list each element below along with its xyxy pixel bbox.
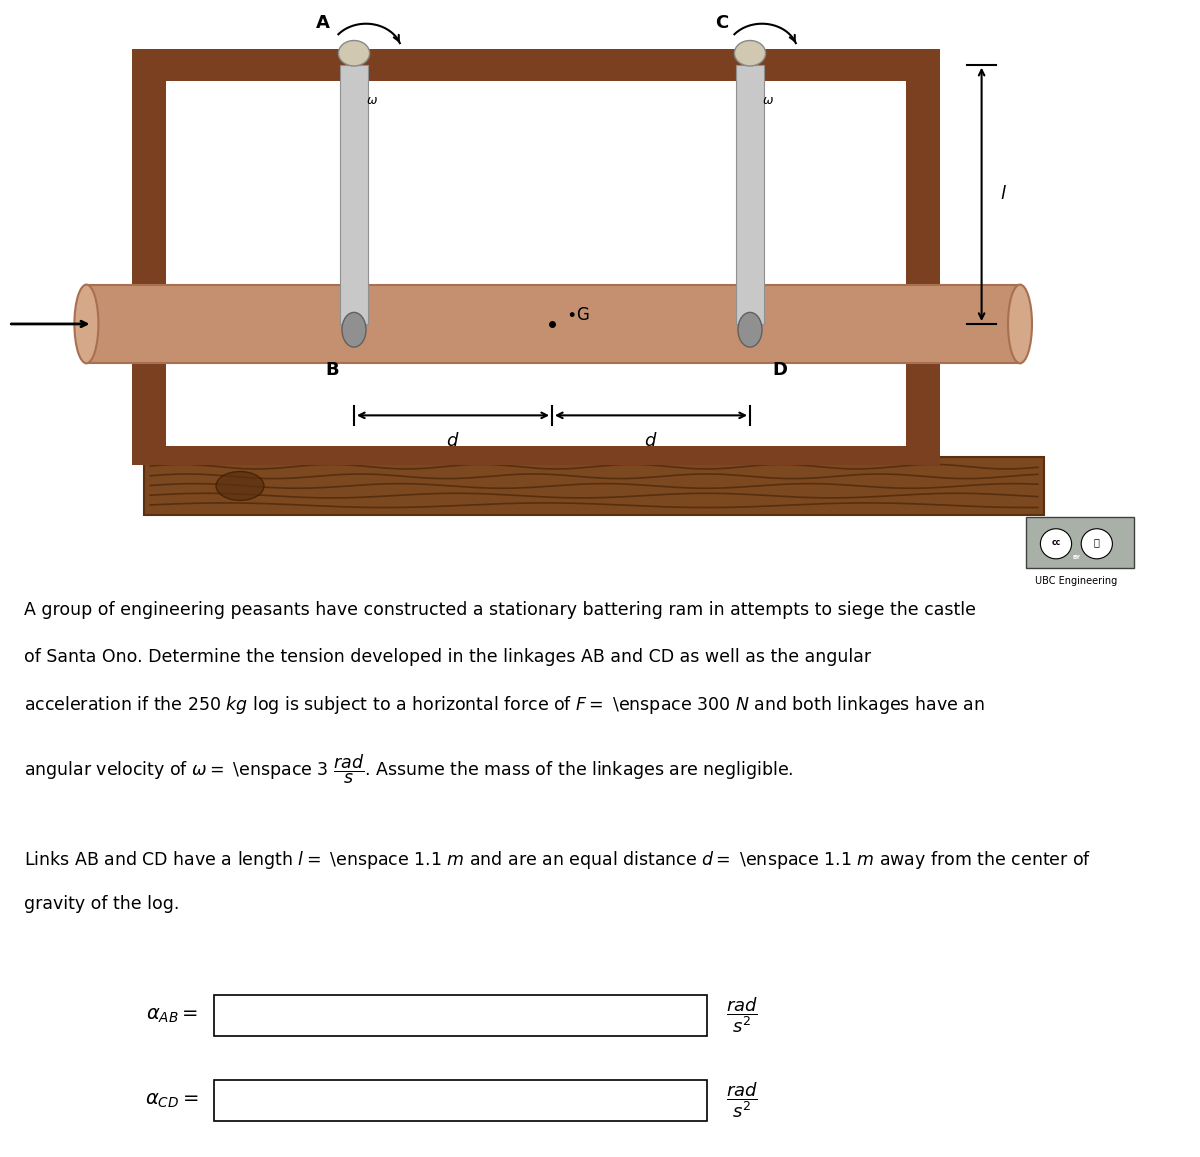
Text: B: B	[325, 361, 340, 379]
Ellipse shape	[342, 312, 366, 347]
Bar	[906, 49, 940, 465]
Text: $d$: $d$	[644, 432, 658, 450]
Bar	[132, 49, 166, 465]
Text: $\omega$: $\omega$	[366, 94, 378, 108]
FancyBboxPatch shape	[144, 457, 1044, 515]
Text: D: D	[773, 361, 787, 379]
Text: Links AB and CD have a length $l =$ \enspace 1.1 $m$ and are an equal distance $: Links AB and CD have a length $l =$ \ens…	[24, 848, 1091, 870]
Text: gravity of the log.: gravity of the log.	[24, 896, 179, 913]
Text: $l$: $l$	[1000, 185, 1007, 204]
Ellipse shape	[738, 312, 762, 347]
Text: $d$: $d$	[446, 432, 460, 450]
FancyBboxPatch shape	[214, 995, 707, 1036]
Bar	[736, 65, 764, 324]
Text: C: C	[715, 14, 728, 32]
Text: BY: BY	[1073, 555, 1080, 560]
Text: acceleration if the 250 $kg$ log is subject to a horizontal force of $F =$ \ensp: acceleration if the 250 $kg$ log is subj…	[24, 694, 985, 716]
Text: ⓘ: ⓘ	[1094, 538, 1099, 547]
Bar	[340, 65, 368, 324]
Circle shape	[1040, 529, 1072, 559]
Bar	[132, 445, 940, 465]
Text: A group of engineering peasants have constructed a stationary battering ram in a: A group of engineering peasants have con…	[24, 602, 976, 619]
Text: $\alpha_{AB} =$: $\alpha_{AB} =$	[146, 1005, 199, 1025]
FancyBboxPatch shape	[214, 1079, 707, 1121]
Bar	[132, 49, 940, 81]
FancyBboxPatch shape	[1026, 517, 1134, 568]
Text: A: A	[316, 14, 330, 32]
Text: $\bullet$G: $\bullet$G	[566, 305, 590, 324]
Text: of Santa Ono. Determine the tension developed in the linkages AB and CD as well : of Santa Ono. Determine the tension deve…	[24, 648, 871, 666]
Bar	[86, 285, 1020, 363]
Ellipse shape	[1008, 285, 1032, 363]
Circle shape	[1081, 529, 1112, 559]
Text: UBC Engineering: UBC Engineering	[1036, 576, 1117, 585]
Text: angular velocity of $\omega = $ \enspace 3 $\dfrac{rad}{s}$. Assume the mass of : angular velocity of $\omega = $ \enspace…	[24, 752, 793, 786]
Text: $\dfrac{rad}{s^2}$: $\dfrac{rad}{s^2}$	[726, 995, 758, 1036]
Ellipse shape	[74, 285, 98, 363]
Text: $\dfrac{rad}{s^2}$: $\dfrac{rad}{s^2}$	[726, 1081, 758, 1120]
Ellipse shape	[338, 40, 370, 66]
Text: cc: cc	[1051, 538, 1061, 547]
Text: $\alpha_{CD} =$: $\alpha_{CD} =$	[145, 1091, 199, 1110]
Ellipse shape	[734, 40, 766, 66]
Text: $\omega$: $\omega$	[762, 94, 774, 108]
Ellipse shape	[216, 472, 264, 500]
